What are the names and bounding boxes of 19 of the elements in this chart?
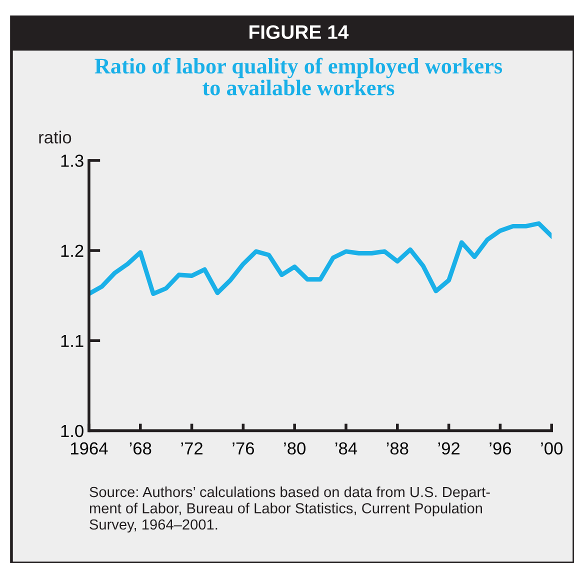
- x-tick-label: ’96: [490, 442, 512, 455]
- x-tick-label: ’92: [438, 442, 460, 455]
- y-tick-label: 1.1: [61, 334, 84, 347]
- y-tick-label: 1.0: [61, 424, 84, 438]
- x-tick-label: ’84: [335, 442, 358, 455]
- x-tick-label: ’72: [181, 442, 202, 454]
- x-tick-label: ’68: [130, 442, 152, 455]
- x-tick-label: ’76: [232, 442, 254, 455]
- y-axis-title: ratio: [39, 130, 72, 144]
- chart-subtitle: Ratio of labor quality of employed workers to available workers: [94, 58, 502, 96]
- y-tick-label: 1.2: [61, 244, 84, 257]
- x-tick-label: ’88: [386, 442, 408, 455]
- chart-title: FIGURE 14: [250, 25, 349, 39]
- line-series: [88, 221, 552, 296]
- x-tick-label: ’80: [284, 442, 306, 455]
- source-note: Source: Authors’ calculations based on data from U.S. Depart- ment of Labor, Bureau of Labor Statistics, Current Population Survey, 1964–2001.: [90, 486, 490, 533]
- x-tick-label: ’00: [541, 442, 563, 455]
- x-tick-label: 1964: [70, 442, 108, 455]
- y-tick-label: 1.3: [61, 154, 84, 167]
